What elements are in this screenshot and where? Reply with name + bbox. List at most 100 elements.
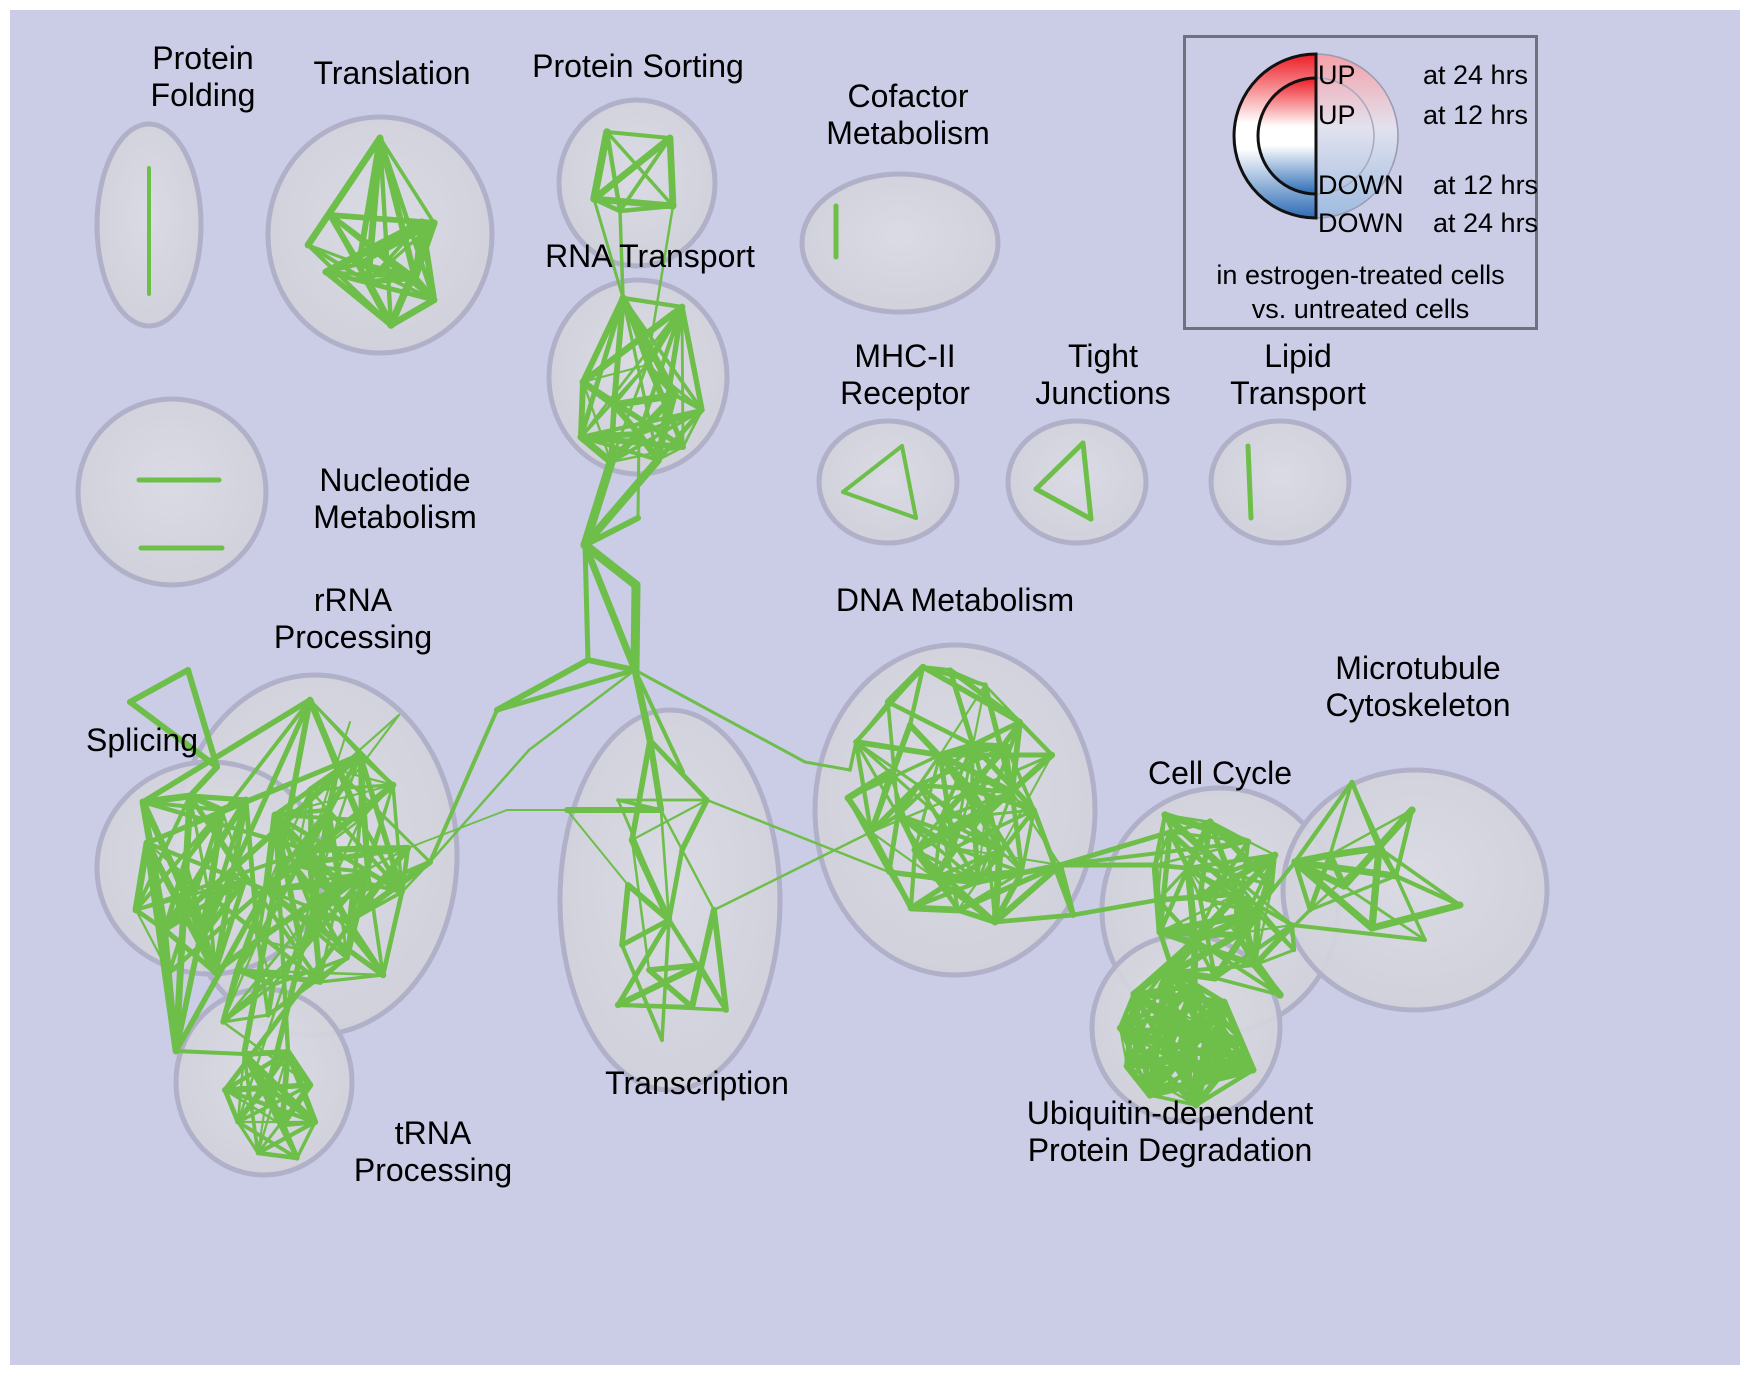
network-edge	[1393, 807, 1415, 879]
network-edge	[630, 798, 709, 842]
cluster-ellipse-tight-junctions	[1005, 418, 1149, 546]
network-edge	[162, 752, 363, 933]
network-edge	[357, 752, 396, 788]
network-edge	[900, 444, 918, 520]
cluster-label-dna-metabolism: DNA Metabolism	[835, 582, 1075, 618]
network-edge	[365, 275, 418, 285]
network-edge	[1125, 1064, 1198, 1107]
network-edge	[418, 218, 438, 304]
network-edge	[1236, 892, 1294, 927]
network-edge	[614, 961, 704, 1009]
network-edge	[1328, 780, 1354, 857]
network-edge	[1125, 1013, 1162, 1068]
network-edge	[983, 813, 1024, 874]
network-edge	[1326, 851, 1348, 890]
network-edge	[1342, 884, 1427, 942]
network-edge	[582, 515, 641, 548]
network-edge	[428, 708, 499, 864]
network-edge	[580, 457, 616, 550]
network-edge	[604, 129, 673, 141]
network-edge	[323, 269, 394, 328]
network-edge	[1393, 873, 1463, 908]
network-edge	[1251, 961, 1284, 999]
network-edge	[673, 393, 704, 412]
network-edge	[620, 295, 685, 310]
network-edge	[265, 1082, 313, 1091]
network-edge	[255, 1150, 300, 1161]
network-edge	[998, 848, 1024, 874]
network-edge	[166, 807, 225, 976]
cluster-label-trna-processing: tRNA Processing	[353, 1115, 513, 1188]
network-edge	[636, 432, 641, 520]
network-edge	[1146, 1066, 1257, 1099]
network-edge	[1185, 865, 1261, 916]
legend-state-2: DOWN	[1318, 170, 1404, 200]
network-edge	[428, 748, 531, 864]
network-edge	[265, 955, 350, 1018]
network-edge	[590, 128, 611, 203]
network-edge	[1148, 1093, 1198, 1107]
legend-caption-line1: in estrogen-treated cells	[1216, 260, 1505, 290]
network-edge	[223, 1088, 284, 1127]
network-edge	[1292, 779, 1355, 865]
network-edge	[1017, 719, 1055, 758]
network-edge	[141, 800, 224, 812]
network-edge	[1156, 866, 1190, 902]
network-edge	[256, 870, 370, 942]
network-edge	[581, 363, 649, 384]
network-edge	[581, 456, 662, 549]
network-edge	[389, 276, 417, 327]
network-edge	[1251, 909, 1262, 969]
network-edge	[1203, 1029, 1244, 1043]
network-edge	[631, 666, 654, 744]
network-edge	[1161, 811, 1252, 846]
cluster-ellipse-microtubule-cytoskeleton	[1280, 767, 1550, 1013]
network-edge	[279, 1119, 318, 1128]
network-edge	[263, 887, 386, 978]
network-edge	[1236, 892, 1296, 952]
network-edge	[886, 812, 901, 875]
network-edge	[1368, 901, 1464, 932]
network-edge	[656, 445, 685, 462]
network-edge	[1125, 1030, 1208, 1068]
network-edge	[679, 797, 710, 853]
cluster-label-splicing: Splicing	[85, 722, 199, 758]
network-edge	[221, 983, 275, 1024]
network-edge	[265, 982, 276, 1018]
network-edge	[609, 445, 685, 464]
network-edge	[306, 696, 364, 824]
network-edge	[494, 667, 638, 713]
network-edge	[938, 683, 987, 757]
network-edge	[608, 431, 642, 465]
legend-box: UP at 24 hrs UP at 12 hrs DOWN at 12 hrs…	[1183, 35, 1538, 330]
network-edge	[212, 877, 248, 975]
network-edge	[1033, 486, 1094, 522]
network-edge	[1033, 440, 1086, 492]
network-edge	[1057, 862, 1076, 918]
network-edge	[896, 743, 975, 817]
network-edge	[969, 741, 1011, 751]
network-edge	[1171, 1058, 1256, 1073]
network-edge	[633, 668, 807, 764]
cluster-label-protein-folding: Protein Folding	[150, 40, 256, 113]
cluster-label-ubiquitin-degradation: Ubiquitin-dependent Protein Degradation	[1026, 1095, 1314, 1168]
network-edge	[310, 909, 351, 925]
network-edge	[1191, 909, 1262, 944]
network-edge	[645, 204, 675, 367]
network-edge	[619, 882, 631, 948]
network-edge	[1190, 936, 1199, 990]
network-edge	[581, 541, 639, 674]
network-edge	[579, 435, 660, 462]
network-edge	[220, 967, 240, 1025]
network-edge	[344, 918, 387, 979]
network-edge	[1239, 1038, 1255, 1072]
network-edge	[1005, 745, 1036, 812]
cluster-label-cofactor-metabolism: Cofactor Metabolism	[826, 78, 990, 151]
network-edge	[680, 305, 685, 449]
network-edge	[582, 542, 591, 663]
cluster-label-transcription: Transcription	[605, 1065, 789, 1101]
cluster-label-tight-junctions: Tight Junctions	[1035, 338, 1171, 411]
cluster-label-protein-sorting: Protein Sorting	[532, 48, 744, 84]
network-edge	[200, 806, 226, 938]
